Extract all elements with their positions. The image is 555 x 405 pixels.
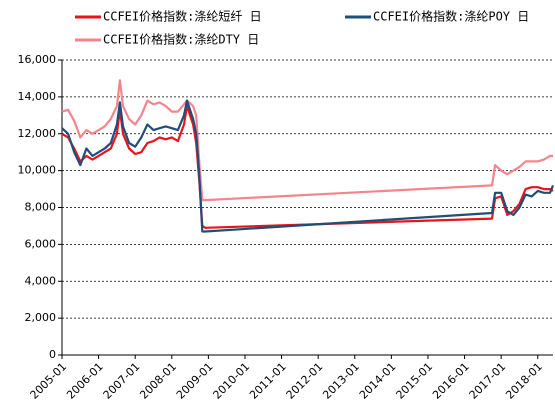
x-tick-label: 2008-01 bbox=[137, 360, 179, 402]
legend-label: CCFEI价格指数:涤纶DTY 日 bbox=[103, 32, 259, 47]
y-tick-label: 2,000 bbox=[25, 311, 57, 324]
x-tick-label: 2013-01 bbox=[320, 360, 362, 402]
y-tick-label: 16,000 bbox=[18, 53, 57, 66]
legend-label: CCFEI价格指数:涤纶短纤 日 bbox=[103, 9, 262, 24]
x-tick-label: 2015-01 bbox=[394, 360, 436, 402]
x-tick-label: 2006-01 bbox=[64, 360, 106, 402]
y-tick-label: 8,000 bbox=[25, 201, 57, 214]
y-tick-label: 4,000 bbox=[25, 274, 57, 287]
y-tick-label: 10,000 bbox=[18, 164, 57, 177]
x-tick-label: 2012-01 bbox=[284, 360, 326, 402]
series-line bbox=[61, 99, 555, 233]
y-tick-label: 0 bbox=[49, 348, 56, 361]
series-line bbox=[61, 79, 553, 202]
x-tick-label: 2009-01 bbox=[174, 360, 216, 402]
x-tick-label: 2007-01 bbox=[101, 360, 143, 402]
x-tick-label: 2018-01 bbox=[503, 360, 545, 402]
legend-label: CCFEI价格指数:涤纶POY 日 bbox=[373, 9, 529, 24]
y-tick-label: 6,000 bbox=[25, 237, 57, 250]
x-tick-label: 2017-01 bbox=[467, 360, 509, 402]
y-tick-label: 12,000 bbox=[18, 127, 57, 140]
x-tick-label: 2005-01 bbox=[28, 360, 70, 402]
x-tick-label: 2016-01 bbox=[430, 360, 472, 402]
x-tick-label: 2011-01 bbox=[247, 360, 289, 402]
x-tick-label: 2010-01 bbox=[211, 360, 253, 402]
x-tick-label: 2014-01 bbox=[357, 360, 399, 402]
series-line bbox=[61, 104, 554, 229]
y-tick-label: 14,000 bbox=[18, 90, 57, 103]
